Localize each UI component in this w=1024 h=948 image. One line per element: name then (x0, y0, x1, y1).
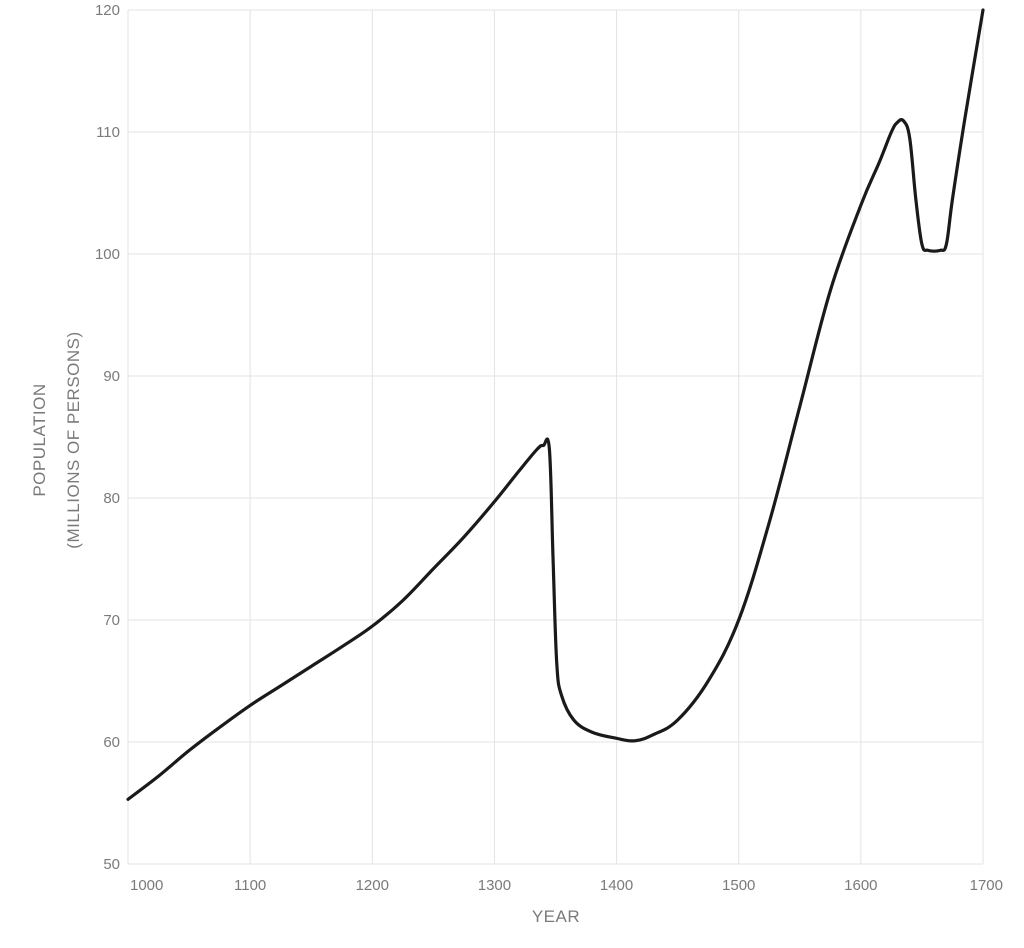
x-tick-label-1300: 1300 (478, 877, 511, 894)
series-line-0 (126, 8, 985, 801)
x-tick-label-1200: 1200 (356, 877, 389, 894)
x-tick-label-1400: 1400 (600, 877, 633, 894)
y-tick-labels: 50 60 70 80 90 100 110 120 (95, 2, 120, 873)
y-tick-label-50: 50 (103, 856, 120, 873)
y-tick-label-60: 60 (103, 734, 120, 751)
y-tick-label-80: 80 (103, 490, 120, 507)
y-axis-label-units: (MILLIONS OF PERSONS) (64, 331, 83, 548)
x-tick-labels: 1000 1100 1200 1300 1400 1500 1600 1700 (130, 877, 1003, 894)
x-tick-label-1000: 1000 (130, 877, 163, 894)
x-tick-label-1700: 1700 (970, 877, 1003, 894)
x-tick-label-1100: 1100 (234, 877, 266, 894)
y-tick-label-90: 90 (103, 368, 120, 385)
grid (127, 9, 984, 865)
y-tick-label-100: 100 (95, 246, 120, 263)
y-axis-label-group: POPULATION (MILLIONS OF PERSONS) (30, 331, 83, 548)
x-axis-label: YEAR (532, 907, 580, 926)
y-axis-label: POPULATION (30, 383, 49, 496)
y-tick-label-120: 120 (95, 2, 120, 19)
x-tick-label-1500: 1500 (722, 877, 755, 894)
y-tick-label-70: 70 (103, 612, 120, 629)
y-tick-label-110: 110 (96, 124, 120, 141)
series-group (126, 8, 985, 801)
x-tick-label-1600: 1600 (844, 877, 877, 894)
